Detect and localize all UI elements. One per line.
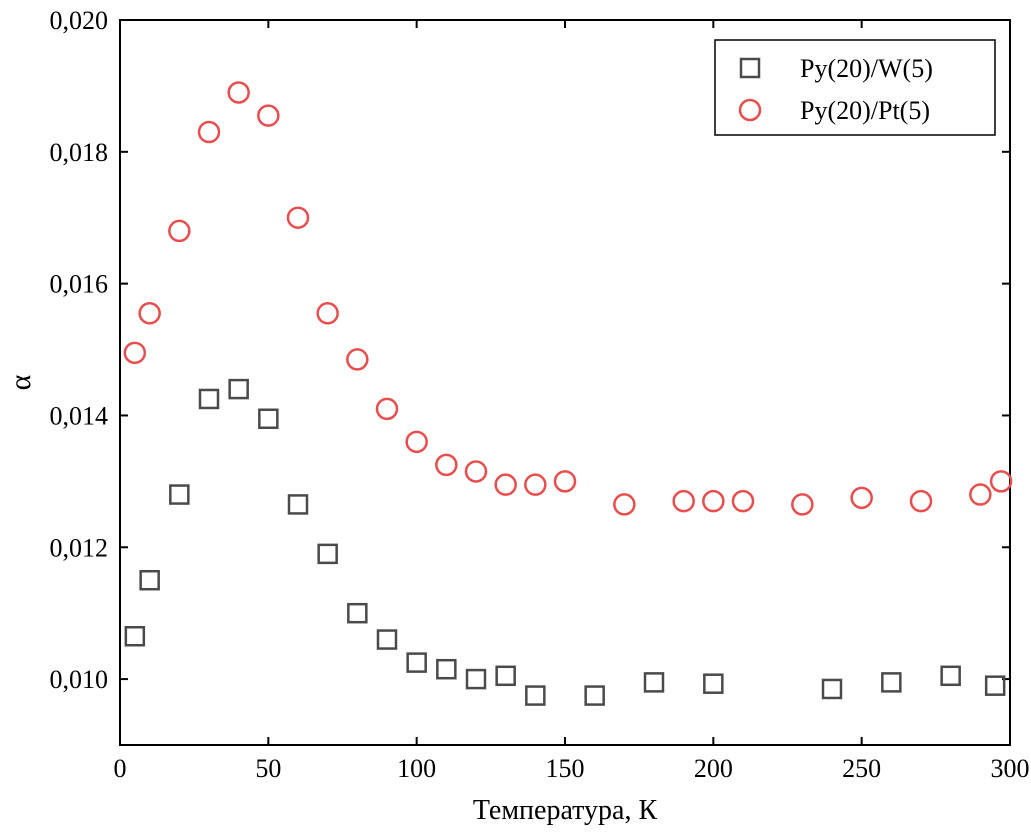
legend-label: Py(20)/Pt(5) [800, 96, 930, 125]
x-tick-label: 50 [255, 754, 281, 783]
y-tick-label: 0,020 [50, 6, 109, 35]
y-axis-label: α [4, 374, 37, 390]
y-tick-label: 0,010 [50, 665, 109, 694]
y-tick-label: 0,018 [50, 138, 109, 167]
x-tick-label: 0 [114, 754, 127, 783]
x-tick-label: 100 [397, 754, 436, 783]
scatter-chart: 0 50 100 150 200 250 300 0,010 0,012 0,014 0,016 0,… [0, 0, 1031, 832]
x-tick-label: 250 [842, 754, 881, 783]
x-axis-label: Температура, К [473, 795, 658, 826]
y-tick-label: 0,014 [50, 402, 109, 431]
chart-container: 0 50 100 150 200 250 300 0,010 0,012 0,014 0,016 0,… [0, 0, 1031, 832]
x-tick-label: 200 [694, 754, 733, 783]
legend: Py(20)/W(5) Py(20)/Pt(5) [715, 40, 995, 135]
y-tick-label: 0,016 [50, 270, 109, 299]
x-tick-label: 300 [991, 754, 1030, 783]
y-tick-label: 0,012 [50, 533, 109, 562]
x-tick-label: 150 [546, 754, 585, 783]
legend-label: Py(20)/W(5) [800, 54, 933, 83]
